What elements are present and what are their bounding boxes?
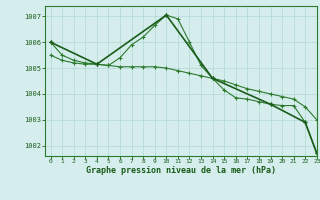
- X-axis label: Graphe pression niveau de la mer (hPa): Graphe pression niveau de la mer (hPa): [86, 166, 276, 175]
